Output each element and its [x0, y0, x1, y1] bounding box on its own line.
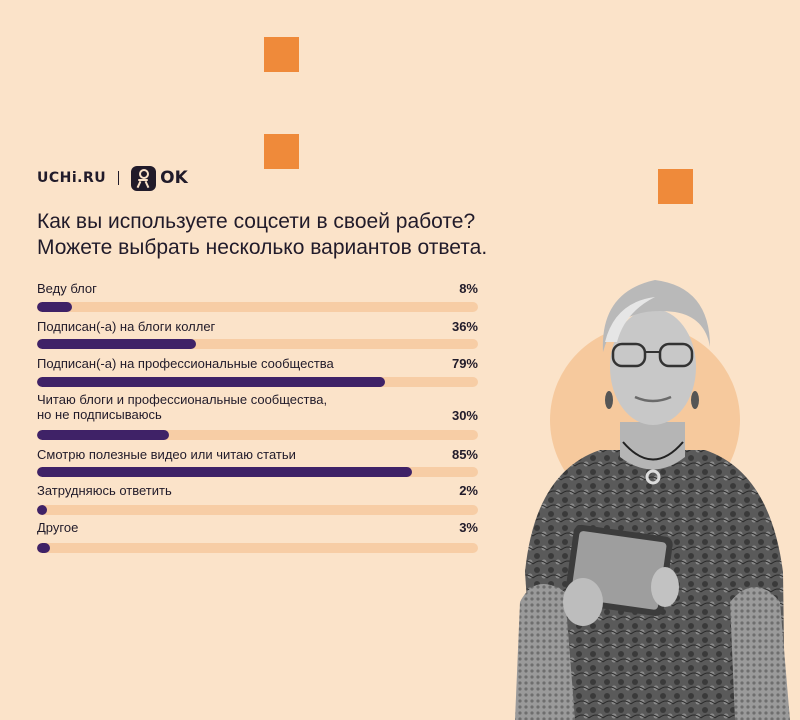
bar-track	[37, 505, 478, 515]
bar-label: Подписан(-а) на профессиональные сообщес…	[37, 356, 334, 371]
logo-separator	[118, 171, 120, 185]
bar-track	[37, 467, 478, 477]
title-line-2: Можете выбрать несколько вариантов ответ…	[37, 236, 488, 259]
brand-logos: UCHi.RU OK	[37, 164, 188, 192]
bar-value-label: 85%	[451, 447, 478, 462]
chart-title: Как вы используете соцсети в своей работ…	[37, 209, 537, 261]
bar-track	[37, 302, 478, 312]
decor-square-3	[658, 169, 693, 204]
uchi-logo: UCHi.RU	[37, 170, 107, 186]
bar-label: Веду блог	[37, 281, 97, 296]
bar-track	[37, 430, 478, 440]
bar	[37, 467, 412, 477]
bar	[37, 505, 47, 515]
bar-label: Смотрю полезные видео или читаю статьи	[37, 447, 296, 462]
bar	[37, 302, 73, 312]
bar	[37, 377, 386, 387]
bar-label: Другое	[37, 520, 79, 535]
bar-value-label: 8%	[459, 281, 478, 296]
bar-track	[37, 543, 478, 553]
ok-logo-text: OK	[160, 168, 188, 188]
bar-value-label: 3%	[459, 520, 478, 535]
bar-label: Читаю блоги и профессиональные сообществ…	[37, 392, 328, 422]
decor-square-1	[264, 37, 299, 72]
bar-value-label: 79%	[451, 356, 478, 371]
ok-logo-icon	[131, 165, 157, 191]
bar-label: Затрудняюсь ответить	[37, 483, 172, 498]
bar-value-label: 36%	[451, 319, 478, 334]
title-line-1: Как вы используете соцсети в своей работ…	[37, 210, 476, 233]
bar-track	[37, 377, 478, 387]
decor-square-2	[264, 134, 299, 169]
bar	[37, 430, 170, 440]
bar	[37, 543, 51, 553]
survey-bar-chart: Веду блог 8% Подписан(-а) на блоги коллег 3…	[37, 0, 478, 720]
bar-value-label: 2%	[459, 483, 478, 498]
bar	[37, 339, 196, 349]
bar-value-label: 30%	[451, 408, 478, 423]
woman-with-tablet-photo	[515, 280, 790, 720]
bar-track	[37, 339, 478, 349]
bar-label: Подписан(-а) на блоги коллег	[37, 319, 216, 334]
